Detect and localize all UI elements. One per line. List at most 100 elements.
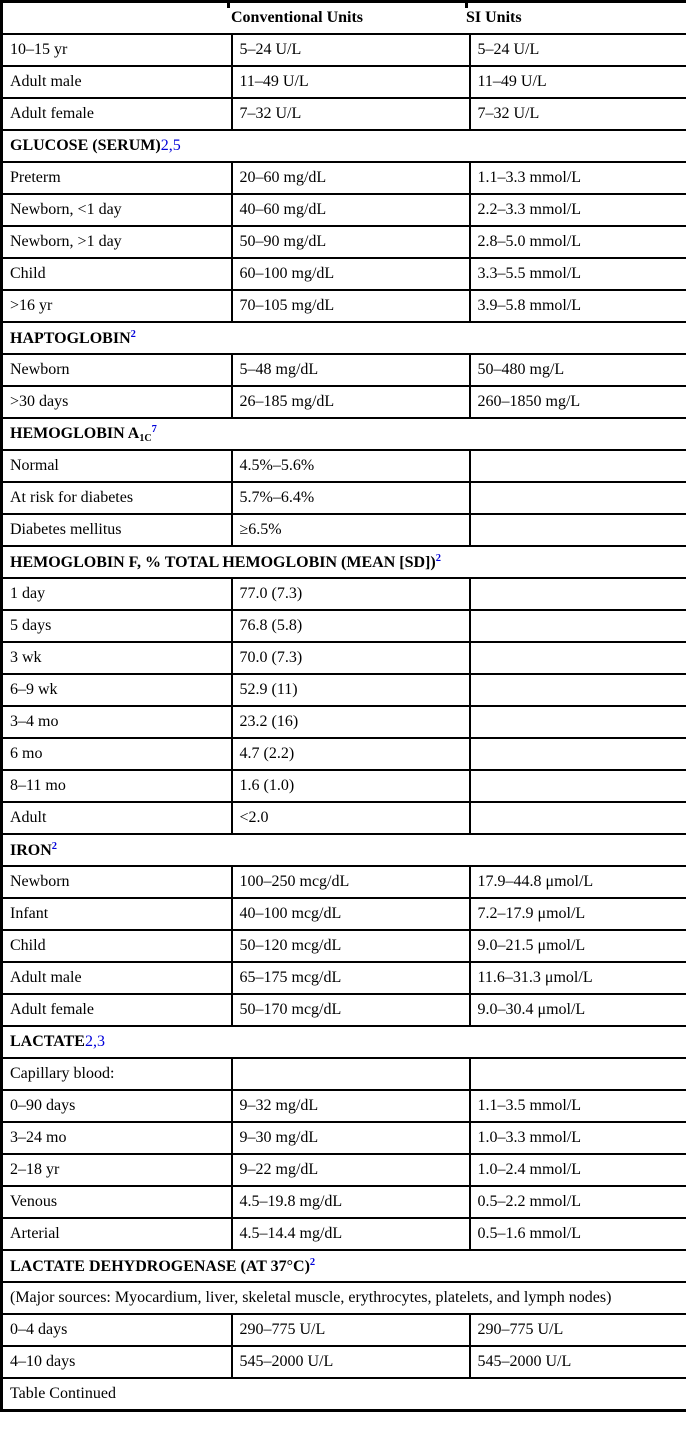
row-label: Normal bbox=[0, 449, 233, 483]
row-label: 3–4 mo bbox=[0, 705, 233, 739]
row-label: 6–9 wk bbox=[0, 673, 233, 707]
conventional-value: 70–105 mg/dL bbox=[230, 289, 471, 323]
row-label: Preterm bbox=[0, 161, 233, 195]
column-header-conventional-units: Conventional Units bbox=[231, 9, 364, 26]
conventional-value: 545–2000 U/L bbox=[230, 1345, 471, 1379]
table-row: Adult <2.0 bbox=[0, 801, 686, 835]
si-value bbox=[468, 609, 686, 643]
table-row: Child 50–120 mcg/dL 9.0–21.5 μmol/L bbox=[0, 929, 686, 963]
si-value bbox=[468, 481, 686, 515]
full-width-row-table-continued: Table Continued bbox=[0, 1377, 686, 1412]
si-value: 2.2–3.3 mmol/L bbox=[468, 193, 686, 227]
row-label: Adult male bbox=[0, 961, 233, 995]
si-value: 7–32 U/L bbox=[468, 97, 686, 131]
si-value bbox=[468, 673, 686, 707]
si-value: 5–24 U/L bbox=[468, 33, 686, 67]
table-row: Newborn, <1 day 40–60 mg/dL 2.2–3.3 mmol/L bbox=[0, 193, 686, 227]
si-value: 17.9–44.8 μmol/L bbox=[468, 865, 686, 899]
section-title: IRON2 bbox=[0, 833, 686, 867]
row-label: Adult male bbox=[0, 65, 233, 99]
table-row: Newborn 5–48 mg/dL 50–480 mg/L bbox=[0, 353, 686, 387]
row-label: Arterial bbox=[0, 1217, 233, 1251]
conventional-value: 9–32 mg/dL bbox=[230, 1089, 471, 1123]
conventional-value: 4.5–14.4 mg/dL bbox=[230, 1217, 471, 1251]
table-continued: Table Continued bbox=[0, 1377, 686, 1412]
major-sources-note: (Major sources: Myocardium, liver, skele… bbox=[0, 1281, 686, 1315]
table-row: 8–11 mo 1.6 (1.0) bbox=[0, 769, 686, 803]
row-label: Newborn bbox=[0, 865, 233, 899]
table-row: Adult female 7–32 U/L 7–32 U/L bbox=[0, 97, 686, 131]
row-label: 5 days bbox=[0, 609, 233, 643]
section-title-text: LACTATE bbox=[10, 1033, 85, 1050]
si-value bbox=[468, 641, 686, 675]
table-row: 0–90 days 9–32 mg/dL 1.1–3.5 mmol/L bbox=[0, 1089, 686, 1123]
column-header-row: Conventional Units SI Units bbox=[0, 0, 686, 35]
row-label: >16 yr bbox=[0, 289, 233, 323]
footnote-reference: 2 bbox=[51, 840, 58, 852]
column-divider-stub bbox=[227, 3, 230, 8]
section-header-row-lactate: LACTATE2,3 bbox=[0, 1025, 686, 1059]
section-header-row-iron: IRON2 bbox=[0, 833, 686, 867]
conventional-value: 76.8 (5.8) bbox=[230, 609, 471, 643]
si-value bbox=[468, 801, 686, 835]
footnote-reference: 2,3 bbox=[84, 1033, 105, 1050]
conventional-value: 5–24 U/L bbox=[230, 33, 471, 67]
si-value: 11–49 U/L bbox=[468, 65, 686, 99]
si-value: 1.1–3.3 mmol/L bbox=[468, 161, 686, 195]
si-value: 1.0–3.3 mmol/L bbox=[468, 1121, 686, 1155]
section-header-row-glucose-serum: GLUCOSE (SERUM)2,5 bbox=[0, 129, 686, 163]
table-row: 10–15 yr 5–24 U/L 5–24 U/L bbox=[0, 33, 686, 67]
si-value: 1.1–3.5 mmol/L bbox=[468, 1089, 686, 1123]
footnote-reference: 2 bbox=[130, 328, 136, 340]
table-row: Arterial 4.5–14.4 mg/dL 0.5–1.6 mmol/L bbox=[0, 1217, 686, 1251]
conventional-value: 4.5–19.8 mg/dL bbox=[230, 1185, 471, 1219]
table-row: 3–24 mo 9–30 mg/dL 1.0–3.3 mmol/L bbox=[0, 1121, 686, 1155]
row-label: Newborn, >1 day bbox=[0, 225, 233, 259]
si-value bbox=[468, 769, 686, 803]
table-row: 1 day 77.0 (7.3) bbox=[0, 577, 686, 611]
row-label: Adult female bbox=[0, 97, 233, 131]
row-label: 0–4 days bbox=[0, 1313, 233, 1347]
conventional-value: 26–185 mg/dL bbox=[230, 385, 471, 419]
conventional-value: 65–175 mcg/dL bbox=[230, 961, 471, 995]
si-value: 1.0–2.4 mmol/L bbox=[468, 1153, 686, 1187]
section-title: HEMOGLOBIN A1C7 bbox=[0, 417, 686, 451]
table-row: >16 yr 70–105 mg/dL 3.9–5.8 mmol/L bbox=[0, 289, 686, 323]
column-header-cell: Conventional Units SI Units bbox=[0, 0, 686, 35]
conventional-value: 4.5%–5.6% bbox=[230, 449, 471, 483]
si-value bbox=[468, 1057, 686, 1091]
section-title-text: HAPTOGLOBIN bbox=[10, 329, 131, 347]
table-row: Adult female 50–170 mcg/dL 9.0–30.4 μmol/L bbox=[0, 993, 686, 1027]
conventional-value: 60–100 mg/dL bbox=[230, 257, 471, 291]
section-title-text: IRON bbox=[10, 841, 52, 859]
si-value: 50–480 mg/L bbox=[468, 353, 686, 387]
si-value: 2.8–5.0 mmol/L bbox=[468, 225, 686, 259]
si-value bbox=[468, 577, 686, 611]
si-value bbox=[468, 737, 686, 771]
table-row: Child 60–100 mg/dL 3.3–5.5 mmol/L bbox=[0, 257, 686, 291]
conventional-value: 20–60 mg/dL bbox=[230, 161, 471, 195]
section-header-row-hemoglobin-a1c: HEMOGLOBIN A1C7 bbox=[0, 417, 686, 451]
conventional-value: 9–22 mg/dL bbox=[230, 1153, 471, 1187]
table-row: Venous 4.5–19.8 mg/dL 0.5–2.2 mmol/L bbox=[0, 1185, 686, 1219]
si-value bbox=[468, 513, 686, 547]
conventional-value: 5–48 mg/dL bbox=[230, 353, 471, 387]
conventional-value: <2.0 bbox=[230, 801, 471, 835]
table-row: Infant 40–100 mcg/dL 7.2–17.9 μmol/L bbox=[0, 897, 686, 931]
conventional-value: ≥6.5% bbox=[230, 513, 471, 547]
conventional-value: 50–170 mcg/dL bbox=[230, 993, 471, 1027]
row-label: 4–10 days bbox=[0, 1345, 233, 1379]
si-value: 0.5–1.6 mmol/L bbox=[468, 1217, 686, 1251]
section-title: HEMOGLOBIN F, % TOTAL HEMOGLOBIN (MEAN [… bbox=[0, 545, 686, 579]
table-row: 0–4 days 290–775 U/L 290–775 U/L bbox=[0, 1313, 686, 1347]
row-label: At risk for diabetes bbox=[0, 481, 233, 515]
conventional-value: 23.2 (16) bbox=[230, 705, 471, 739]
section-title: GLUCOSE (SERUM)2,5 bbox=[0, 129, 686, 163]
section-title-text: HEMOGLOBIN F, % TOTAL HEMOGLOBIN (MEAN [… bbox=[10, 553, 436, 571]
row-label: Adult female bbox=[0, 993, 233, 1027]
si-value: 11.6–31.3 μmol/L bbox=[468, 961, 686, 995]
row-label: 0–90 days bbox=[0, 1089, 233, 1123]
row-label: Venous bbox=[0, 1185, 233, 1219]
